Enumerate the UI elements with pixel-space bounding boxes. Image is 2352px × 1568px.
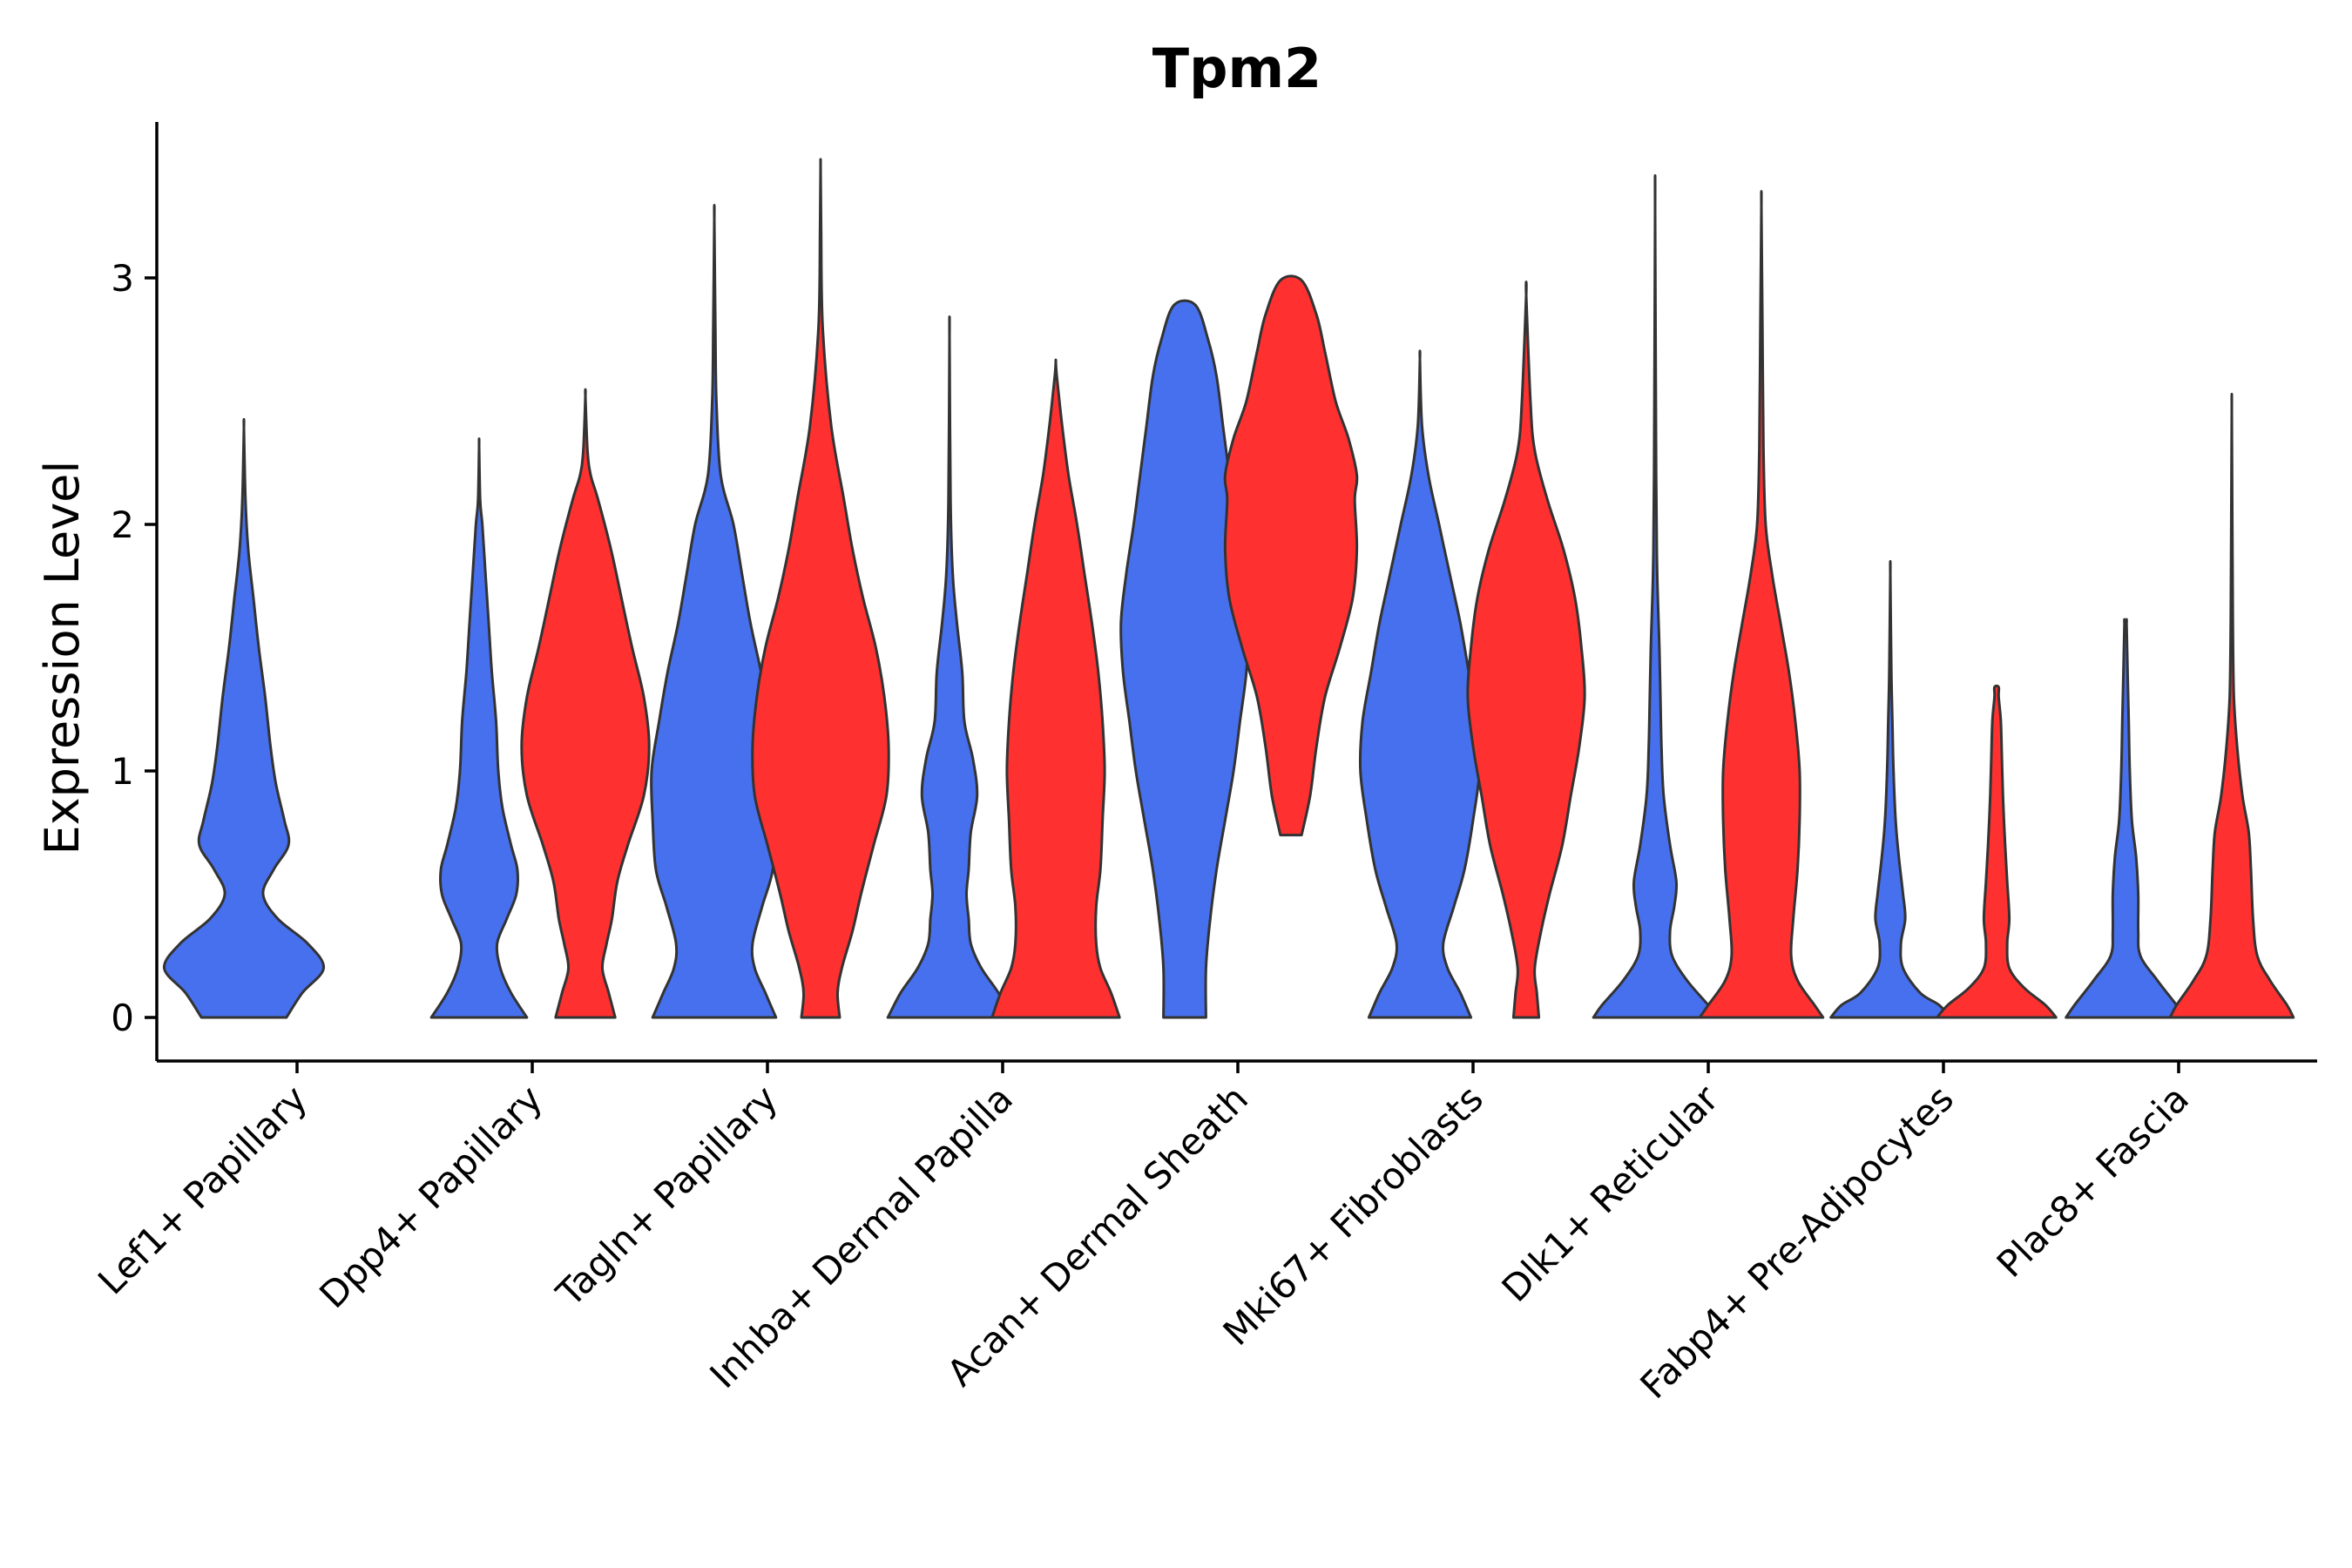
violin-tagln-papillary-group-2 [751, 158, 890, 1019]
x-tick-label-5: Mki67+ Fibroblasts [1215, 1077, 1491, 1353]
violin-inhba-dermal-papilla-group-2 [990, 358, 1121, 1019]
violin-lef1-papillary-group-1 [162, 417, 326, 1019]
violin-inhba-dermal-papilla-group-1 [886, 315, 1013, 1019]
violin-plac8-fascia-group-1 [2065, 618, 2186, 1019]
x-tick-label-0: Lef1+ Papillary [90, 1077, 315, 1302]
x-tick-label-6: Dlk1+ Reticular [1494, 1077, 1727, 1310]
violin-fabp4-pre-adipocytes-group-1 [1829, 559, 1951, 1019]
x-tick-label-1: Dpp4+ Papillary [311, 1077, 551, 1316]
x-tick-label-2: Tagln+ Papillary [548, 1077, 786, 1315]
y-ticks: 0 1 2 3 [111, 257, 157, 1039]
violin-dlk1-reticular-group-1 [1592, 174, 1719, 1019]
violin-fabp4-pre-adipocytes-group-2 [1936, 684, 2058, 1019]
violin-dpp4-papillary-group-1 [429, 437, 529, 1019]
y-tick-label-2: 2 [111, 504, 134, 546]
y-tick-label-3: 3 [111, 257, 134, 300]
violin-mki67-fibroblasts-group-2 [1466, 280, 1586, 1019]
violin-plac8-fascia-group-2 [2168, 392, 2295, 1019]
violin-tagln-papillary-group-1 [650, 204, 779, 1019]
chart-title: Tpm2 [1152, 37, 1321, 100]
y-axis-label: Expression Level [35, 461, 90, 855]
violin-acan-dermal-sheath-group-1 [1119, 299, 1250, 1019]
violin-dpp4-papillary-group-2 [520, 388, 651, 1019]
violin-mki67-fibroblasts-group-1 [1358, 349, 1482, 1019]
violin-dlk1-reticular-group-2 [1698, 190, 1825, 1019]
x-tick-label-8: Plac8+ Fascia [1989, 1077, 2197, 1285]
y-tick-label-0: 0 [111, 997, 134, 1039]
y-tick-label-1: 1 [111, 750, 134, 793]
violin-acan-dermal-sheath-group-2 [1223, 274, 1359, 837]
violins-layer [162, 158, 2295, 1019]
